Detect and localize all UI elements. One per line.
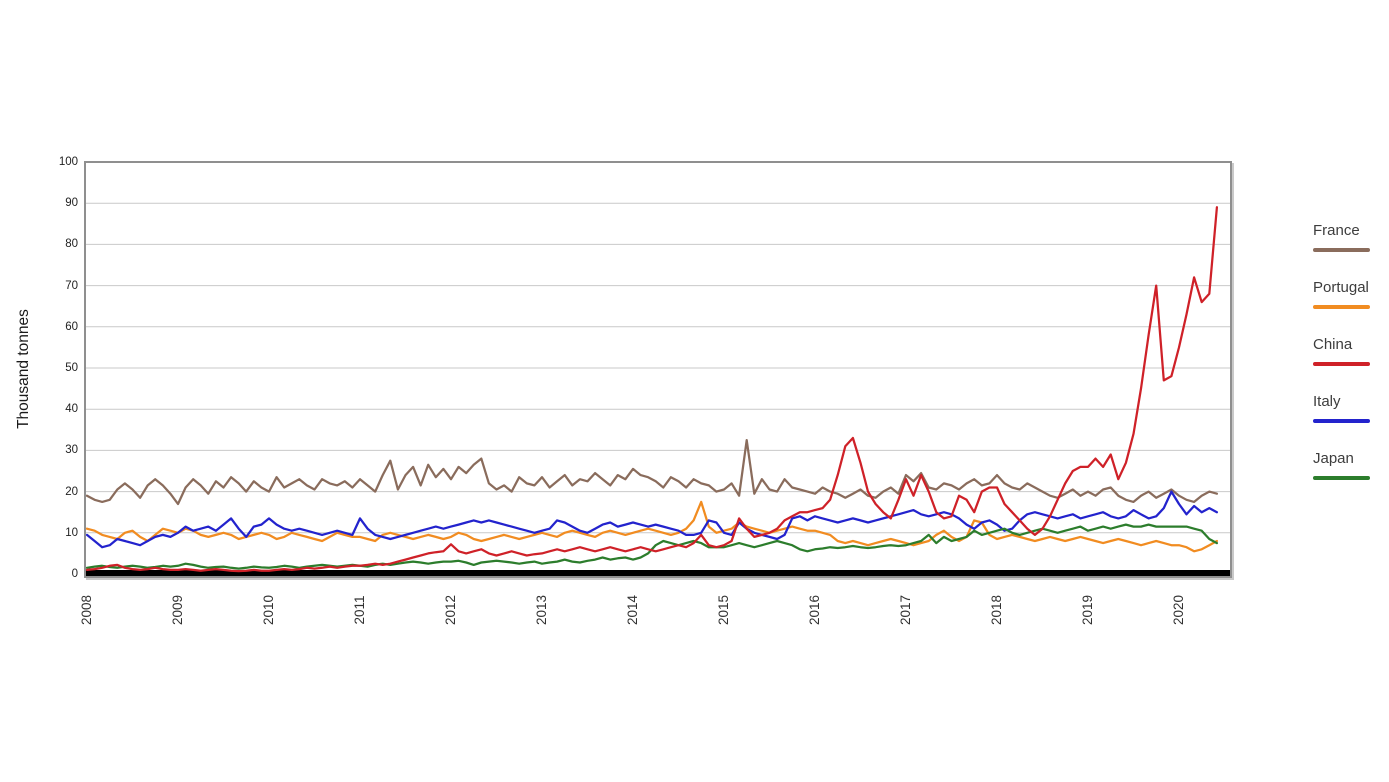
x-tick-label-2009: 2009: [170, 594, 185, 626]
legend-item-portugal: Portugal: [1313, 279, 1383, 309]
y-tick-label-100: 100: [58, 156, 78, 168]
y-tick-label-90: 90: [65, 197, 78, 210]
x-tick-label-2014: 2014: [625, 594, 640, 626]
x-tick-label-2019: 2019: [1080, 594, 1095, 626]
legend-swatch-portugal: [1313, 305, 1370, 309]
legend-swatch-china: [1313, 362, 1370, 366]
x-tick-label-2015: 2015: [716, 594, 731, 626]
series-line-portugal: [86, 500, 1219, 553]
series-line-japan: [86, 523, 1219, 570]
legend-swatch-france: [1313, 248, 1370, 252]
legend-swatch-italy: [1313, 419, 1370, 423]
x-tick-label-2020: 2020: [1171, 594, 1186, 626]
legend-label: China: [1313, 336, 1353, 353]
legend-swatch-japan: [1313, 476, 1370, 480]
chart-canvas: [86, 202, 1230, 576]
x-tick-label-2018: 2018: [989, 594, 1004, 626]
series-line-china: [86, 206, 1219, 573]
legend-item-china: China: [1313, 336, 1383, 366]
x-tick-label-2013: 2013: [534, 594, 549, 626]
y-tick-label-20: 20: [65, 485, 78, 498]
legend-label: Japan: [1313, 450, 1354, 467]
x-tick-label-2012: 2012: [443, 594, 458, 626]
chart-legend: France Portugal China Italy Japan: [1313, 222, 1383, 507]
legend-item-japan: Japan: [1313, 450, 1383, 480]
y-tick-label-70: 70: [65, 279, 78, 292]
y-axis-title: Thousand tonnes: [15, 309, 32, 429]
plot-area: [84, 161, 1232, 578]
x-tick-label-2008: 2008: [79, 594, 94, 626]
y-tick-label-50: 50: [65, 362, 78, 374]
legend-label: Portugal: [1313, 279, 1369, 296]
y-tick-label-10: 10: [65, 526, 78, 539]
legend-label: France: [1313, 222, 1360, 239]
y-tick-label-0: 0: [71, 568, 78, 580]
x-tick-label-2017: 2017: [898, 594, 913, 626]
x-tick-label-2016: 2016: [807, 594, 822, 626]
legend-label: Italy: [1313, 393, 1341, 410]
legend-item-italy: Italy: [1313, 393, 1383, 423]
x-axis-line: [86, 570, 1230, 576]
series-line-france: [86, 438, 1219, 506]
x-tick-label-2010: 2010: [261, 594, 276, 626]
y-tick-label-30: 30: [65, 444, 78, 457]
x-tick-label-2011: 2011: [352, 595, 367, 625]
y-tick-label-60: 60: [65, 320, 78, 333]
y-tick-label-80: 80: [65, 238, 78, 251]
y-tick-label-40: 40: [65, 403, 78, 416]
legend-item-france: France: [1313, 222, 1383, 252]
series-line-italy: [86, 490, 1219, 549]
